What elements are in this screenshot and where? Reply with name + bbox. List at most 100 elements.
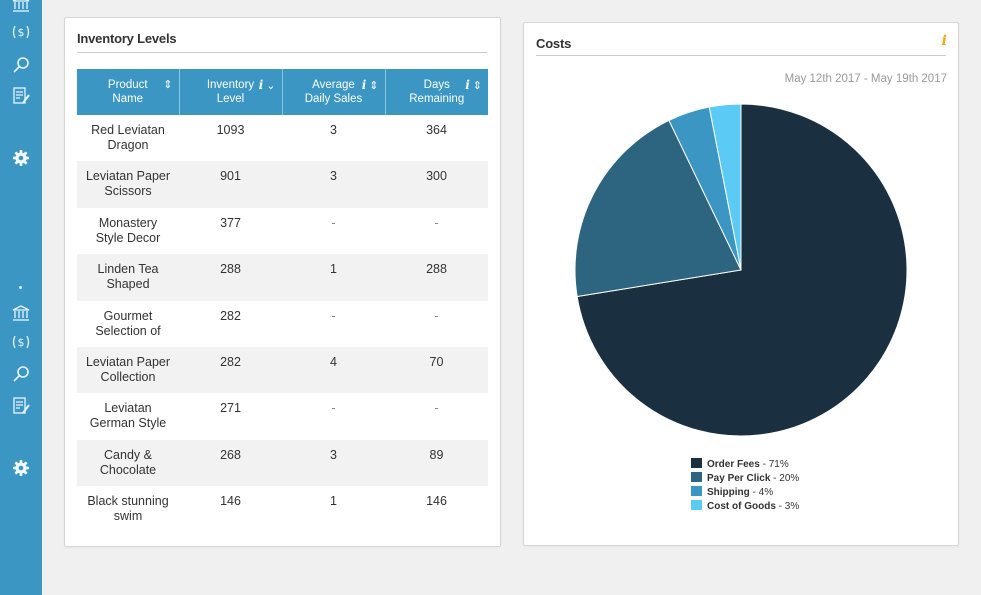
inventory-panel-title: Inventory Levels: [77, 31, 177, 46]
legend-value: 4%: [758, 487, 774, 498]
legend-swatch: [691, 458, 702, 468]
column-header-inventory-level[interactable]: Inventory Level i ⌄: [179, 69, 283, 115]
column-header-product-name[interactable]: Product Name ⇕: [77, 69, 180, 115]
days-remaining-cell: 364: [426, 123, 447, 137]
average-daily-sales-cell: 4: [282, 346, 385, 394]
inventory-level-cell: 282: [179, 346, 282, 394]
days-remaining-cell: 70: [385, 346, 488, 394]
money-icon[interactable]: $: [11, 332, 31, 352]
inventory-level-cell: 901: [179, 161, 282, 208]
bank-icon[interactable]: [11, 303, 31, 323]
product-name-cell: Leviatan Paper Collection: [77, 346, 179, 394]
inventory-level-cell: 282: [220, 308, 241, 323]
days-remaining-cell: -: [434, 401, 439, 416]
average-daily-sales-cell: -: [331, 401, 336, 416]
legend-swatch: [691, 472, 702, 482]
product-name-cell: Gourmet Selection of: [95, 308, 161, 338]
product-name-cell: Monastery Style Decor: [95, 215, 161, 245]
legend-item[interactable]: Pay Per Click - 20%: [691, 472, 799, 486]
inventory-level-cell: 377: [220, 215, 241, 230]
legend-value: 71%: [768, 459, 789, 470]
search-icon[interactable]: [11, 364, 31, 384]
days-remaining-cell: -: [434, 308, 439, 323]
gear-icon[interactable]: [11, 148, 31, 168]
column-header-days-remaining[interactable]: Days Remaining i ⇕: [385, 69, 488, 115]
legend-value: 20%: [779, 473, 800, 484]
table-header-row: Product Name ⇕ Inventory Level i ⌄ Averag…: [77, 69, 488, 115]
table-row: Leviatan Paper Scissors 901 3 300: [77, 161, 488, 208]
days-remaining-cell: 146: [426, 494, 447, 509]
edit-icon[interactable]: [11, 396, 31, 416]
product-name-cell: Candy & Chocolate: [77, 439, 179, 487]
average-daily-sales-cell: 3: [330, 123, 337, 137]
table-row: Candy & Chocolate 268 3 89: [77, 439, 488, 487]
chevron-down-icon[interactable]: ⌄: [266, 80, 276, 92]
legend-label: Pay Per Click: [707, 473, 771, 484]
bank-icon[interactable]: [11, 0, 31, 14]
title-divider: [536, 55, 946, 56]
table-row: Monastery Style Decor 377 - -: [77, 208, 488, 254]
average-daily-sales-cell: 3: [282, 439, 385, 487]
pie-slice-order-fees[interactable]: [576, 103, 908, 437]
inventory-level-cell: 288: [179, 254, 282, 301]
product-name-cell: Red Leviatan Dragon: [91, 123, 165, 152]
table-row: Leviatan Paper Collection 282 4 70: [77, 346, 488, 394]
days-remaining-cell: 89: [385, 439, 488, 487]
gear-icon[interactable]: [11, 458, 31, 478]
product-name-cell: Linden Tea Shaped: [77, 254, 179, 301]
info-icon[interactable]: i: [465, 78, 470, 92]
legend-swatch: [691, 486, 702, 496]
costs-panel: Costs i May 12th 2017 - May 19th 2017 Or…: [523, 22, 959, 546]
inventory-level-cell: 271: [220, 401, 241, 416]
info-icon[interactable]: i: [258, 78, 264, 92]
svg-text:$: $: [18, 26, 25, 39]
info-icon[interactable]: i: [941, 33, 947, 49]
legend-separator: -: [759, 459, 769, 470]
legend-item[interactable]: Cost of Goods - 3%: [691, 500, 799, 514]
inventory-table: Product Name ⇕ Inventory Level i ⌄ Averag…: [77, 69, 488, 533]
average-daily-sales-cell: 3: [282, 161, 385, 208]
table-row: Gourmet Selection of 282 - -: [77, 301, 488, 347]
svg-text:$: $: [18, 336, 25, 349]
title-divider: [77, 52, 487, 53]
average-daily-sales-cell: -: [331, 308, 336, 323]
product-name-cell: Leviatan German Style: [89, 401, 167, 431]
inventory-level-cell: 1093: [216, 123, 245, 137]
table-row: Red Leviatan Dragon 1093 3 364: [77, 115, 488, 161]
sort-icon[interactable]: ⇕: [472, 80, 482, 92]
legend-value: 3%: [784, 501, 800, 512]
inventory-level-cell: 268: [179, 439, 282, 487]
pie-slice-pay-per-click[interactable]: [574, 119, 742, 298]
average-daily-sales-cell: -: [331, 215, 336, 230]
inventory-level-cell: 146: [220, 494, 241, 509]
average-daily-sales-cell: 1: [282, 254, 385, 301]
table-row: Leviatan German Style 271 - -: [77, 393, 488, 439]
column-header-average-daily-sales[interactable]: Average Daily Sales i ⇕: [282, 69, 386, 115]
product-name-cell: Leviatan Paper Scissors: [77, 161, 179, 208]
date-range-label: May 12th 2017 - May 19th 2017: [784, 73, 947, 85]
legend-separator: -: [775, 501, 785, 512]
table-row: Black stunning swim 146 1 146: [77, 486, 488, 532]
legend-item[interactable]: Shipping - 4%: [691, 486, 799, 500]
pie-slice-cost-of-goods[interactable]: [708, 103, 742, 271]
inventory-levels-panel: Inventory Levels Product Name ⇕ Inventor…: [64, 17, 501, 547]
days-remaining-cell: 288: [385, 254, 488, 301]
legend-item[interactable]: Order Fees - 71%: [691, 458, 799, 472]
search-icon[interactable]: [11, 55, 31, 75]
info-icon[interactable]: i: [361, 78, 367, 92]
edit-icon[interactable]: [11, 86, 31, 106]
table-row: Linden Tea Shaped 288 1 288: [77, 254, 488, 301]
sort-icon[interactable]: ⇕: [369, 80, 379, 92]
separator-dot: [19, 286, 22, 289]
legend-label: Order Fees: [707, 459, 760, 470]
days-remaining-cell: 300: [385, 161, 488, 208]
legend-separator: -: [770, 473, 780, 484]
days-remaining-cell: -: [434, 215, 439, 230]
chart-legend: Order Fees - 71% Pay Per Click - 20% Shipp…: [691, 458, 799, 514]
sidebar: $ $: [0, 0, 42, 595]
product-name-cell: Black stunning swim: [87, 494, 169, 524]
legend-label: Cost of Goods: [707, 501, 776, 512]
legend-label: Shipping: [707, 487, 750, 498]
sort-icon[interactable]: ⇕: [163, 79, 173, 91]
money-icon[interactable]: $: [11, 22, 31, 42]
